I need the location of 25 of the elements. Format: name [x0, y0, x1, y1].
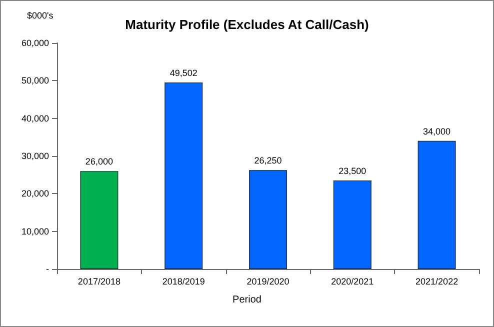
- y-axis-title: $000's: [27, 10, 54, 20]
- y-tick-label: 50,000: [21, 76, 49, 86]
- data-label: 26,000: [85, 156, 113, 167]
- x-tick-label: 2020/2021: [331, 276, 374, 286]
- y-tick-label: 60,000: [21, 38, 49, 48]
- y-tick-label: 30,000: [21, 151, 49, 161]
- chart-title: Maturity Profile (Excludes At Call/Cash): [125, 17, 369, 32]
- bar: [249, 170, 287, 269]
- bar: [80, 171, 118, 269]
- x-tick-label: 2017/2018: [78, 276, 120, 286]
- data-label: 26,250: [254, 156, 282, 166]
- data-label: 23,500: [338, 166, 366, 176]
- x-axis-title: Period: [232, 294, 262, 306]
- y-tick-label: -: [46, 264, 49, 274]
- bar: [333, 180, 372, 269]
- y-tick-label: 40,000: [21, 113, 49, 124]
- y-tick-label: 20,000: [21, 188, 49, 199]
- data-label: 49,502: [170, 68, 198, 78]
- bar: [418, 140, 456, 269]
- y-tick-label: 10,000: [21, 226, 49, 236]
- x-tick-label: 2019/2020: [246, 276, 290, 286]
- data-label: 34,000: [423, 126, 451, 136]
- x-tick-label: 2018/2019: [162, 276, 205, 286]
- x-tick-label: 2021/2022: [416, 276, 458, 286]
- bar: [164, 82, 203, 269]
